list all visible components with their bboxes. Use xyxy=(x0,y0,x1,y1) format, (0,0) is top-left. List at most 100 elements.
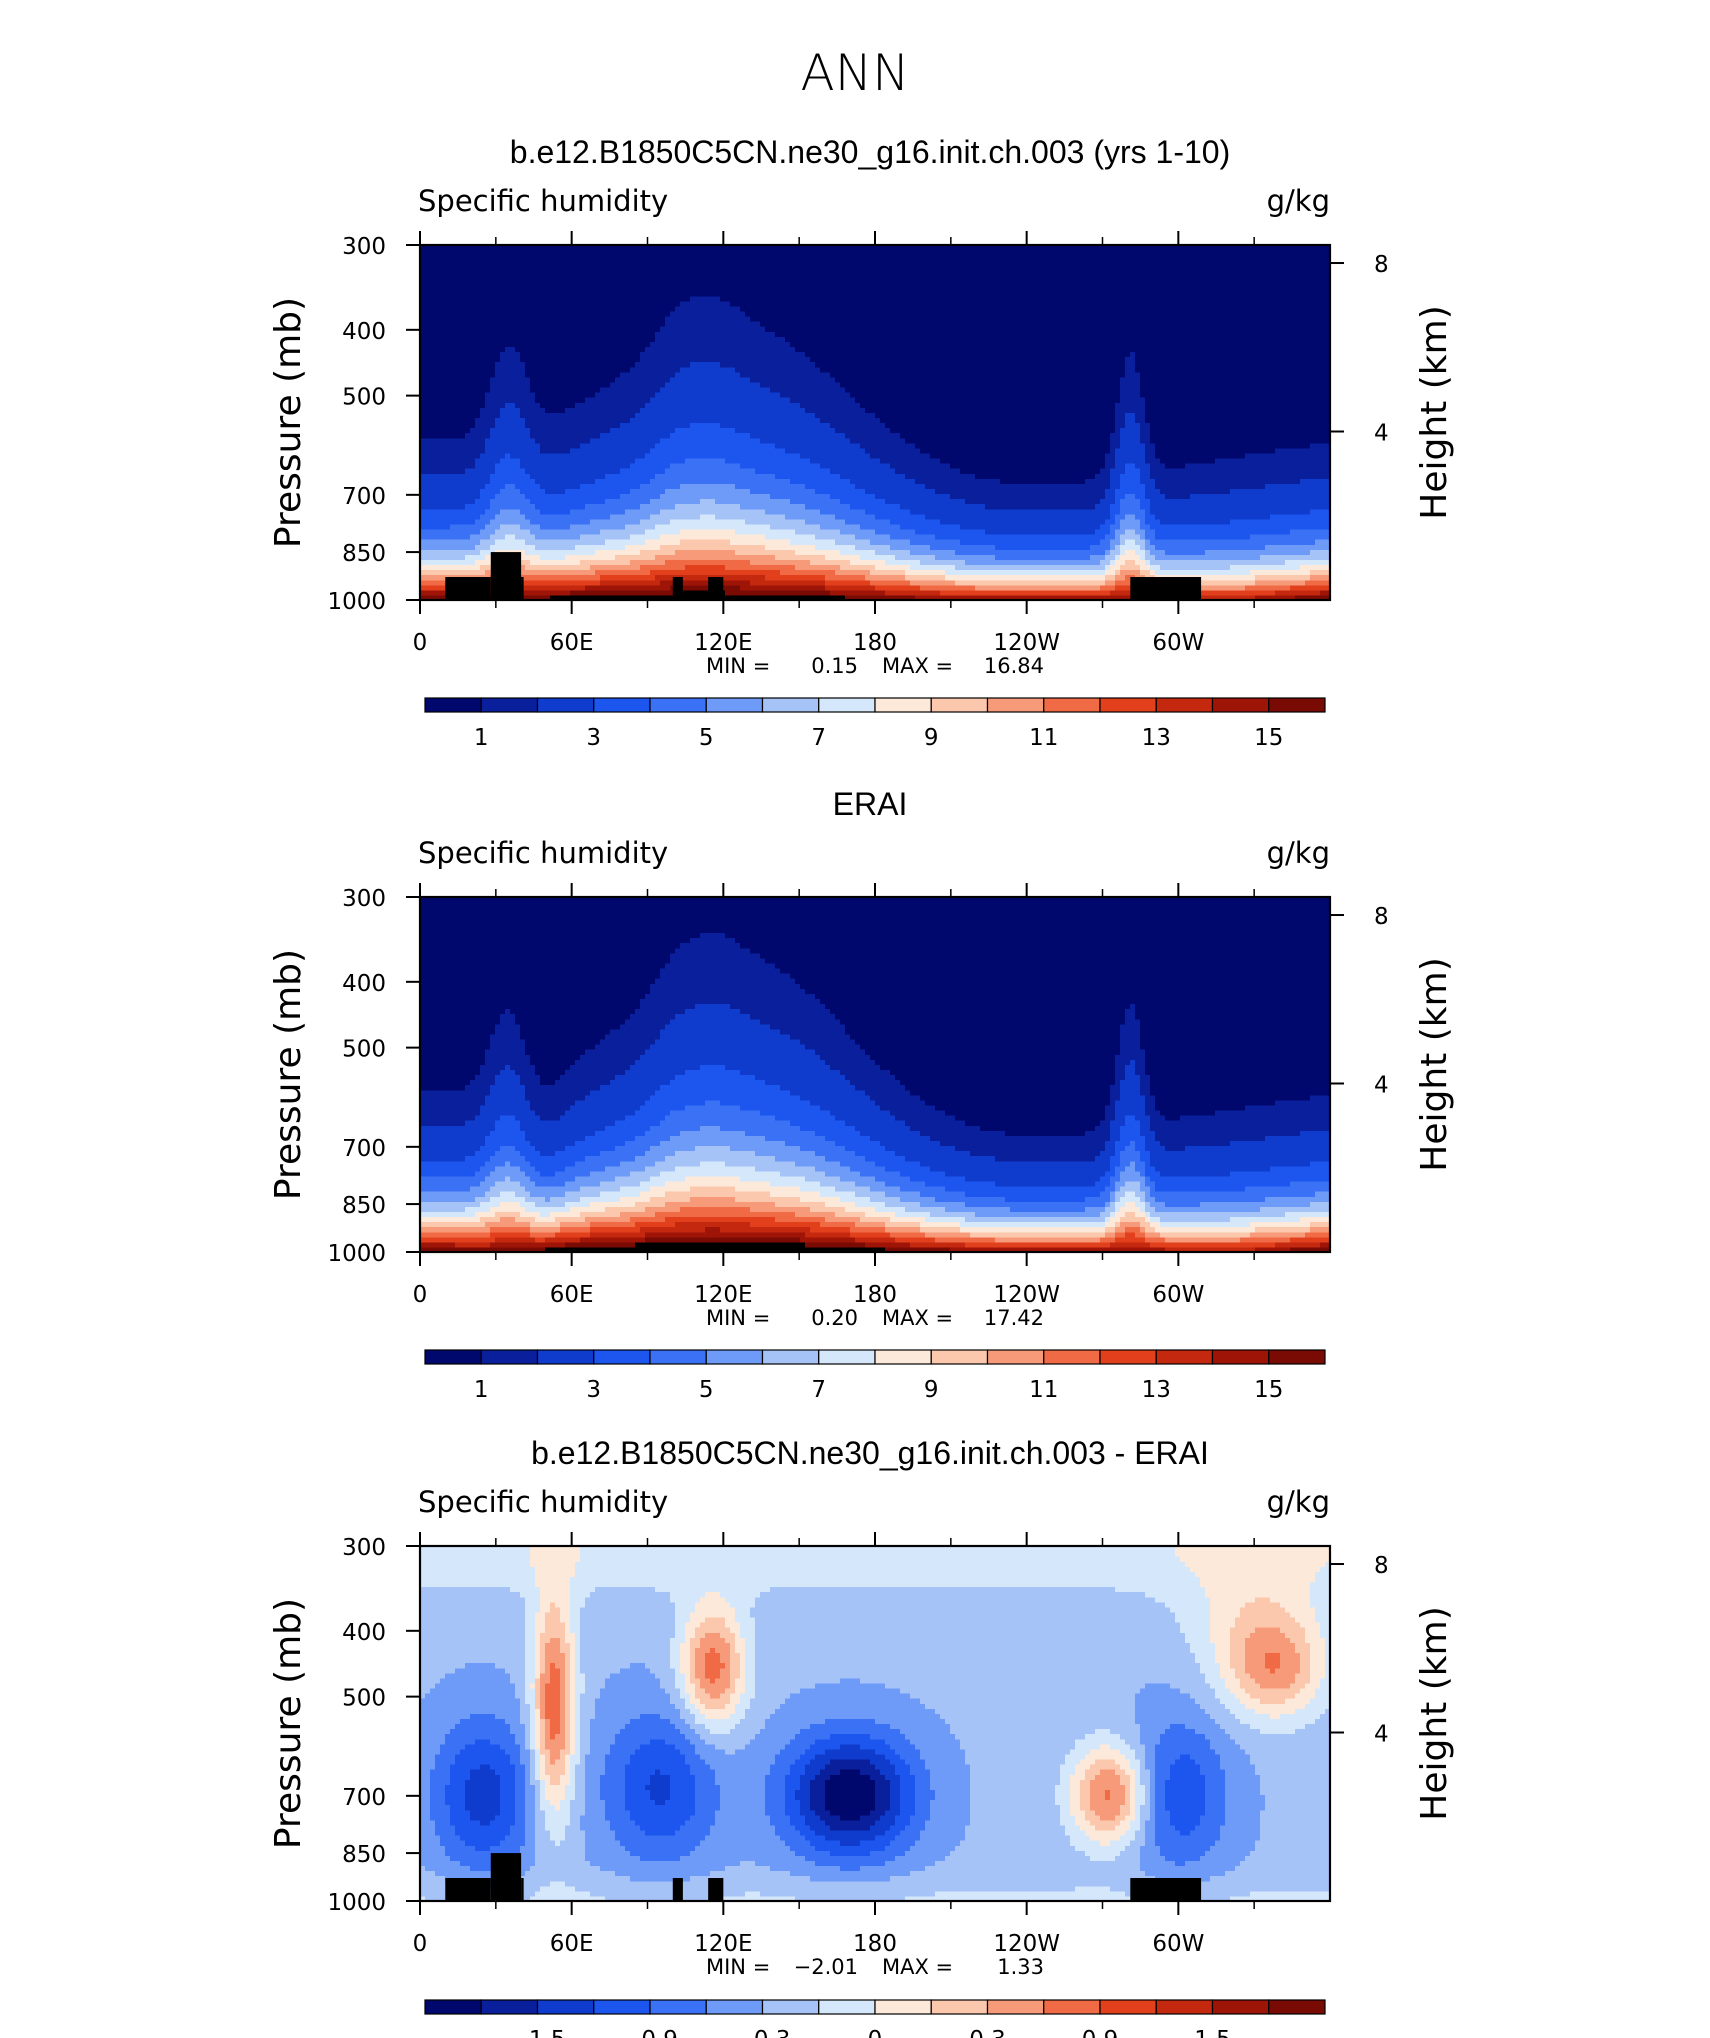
contour-cell xyxy=(550,570,556,576)
contour-cell xyxy=(490,499,496,505)
contour-cell xyxy=(805,488,811,494)
contour-cell xyxy=(1175,519,1181,525)
contour-cell xyxy=(430,559,436,565)
contour-cell xyxy=(1230,499,1236,505)
contour-cell xyxy=(1180,559,1186,565)
contour-cell xyxy=(1005,499,1011,505)
contour-cell xyxy=(865,488,871,494)
contour-cell xyxy=(1285,514,1291,520)
contour-cell xyxy=(710,570,716,576)
contour-cell xyxy=(770,529,776,535)
contour-cell xyxy=(440,580,446,586)
contour-cell xyxy=(735,559,741,565)
contour-cell xyxy=(1150,549,1156,555)
contour-cell xyxy=(915,504,921,510)
contour-cell xyxy=(485,534,491,540)
contour-cell xyxy=(990,494,996,500)
contour-cell xyxy=(460,549,466,555)
contour-cell xyxy=(895,580,901,586)
contour-cell xyxy=(435,565,441,571)
contour-cell xyxy=(855,585,861,591)
contour-cell xyxy=(835,529,841,535)
contour-cell xyxy=(695,590,701,596)
contour-cell xyxy=(1290,534,1296,540)
contour-cell xyxy=(855,494,861,500)
contour-cell xyxy=(1170,559,1176,565)
contour-cell xyxy=(1105,494,1111,500)
contour-cell xyxy=(1240,529,1246,535)
contour-cell xyxy=(1305,504,1311,510)
contour-cell xyxy=(830,539,836,545)
contour-cell xyxy=(1200,539,1206,545)
contour-cell xyxy=(1275,570,1281,576)
contour-cell xyxy=(1075,534,1081,540)
contour-cell xyxy=(975,488,981,494)
contour-cell xyxy=(805,575,811,581)
contour-cell xyxy=(1070,590,1076,596)
contour-cell xyxy=(1115,549,1121,555)
contour-cell xyxy=(930,580,936,586)
contour-cell xyxy=(675,549,681,555)
contour-cell xyxy=(890,504,896,510)
contour-cell xyxy=(890,580,896,586)
contour-cell xyxy=(1275,544,1281,550)
contour-cell xyxy=(1055,519,1061,525)
contour-cell xyxy=(940,524,946,530)
contour-cell xyxy=(895,539,901,545)
contour-cell xyxy=(665,524,671,530)
contour-cell xyxy=(1025,539,1031,545)
contour-cell xyxy=(1055,539,1061,545)
contour-cell xyxy=(820,565,826,571)
contour-cell xyxy=(1260,524,1266,530)
contour-cell xyxy=(915,499,921,505)
contour-cell xyxy=(1265,494,1271,500)
contour-cell xyxy=(695,504,701,510)
contour-cell xyxy=(720,509,726,515)
contour-cell xyxy=(1255,504,1261,510)
contour-cell xyxy=(560,534,566,540)
contour-cell xyxy=(1145,544,1151,550)
contour-cell xyxy=(1275,524,1281,530)
contour-cell xyxy=(830,499,836,505)
contour-cell xyxy=(455,539,461,545)
contour-cell xyxy=(815,529,821,535)
contour-cell xyxy=(965,494,971,500)
contour-cell xyxy=(1260,580,1266,586)
contour-cell xyxy=(1180,554,1186,560)
contour-cell xyxy=(585,570,591,576)
contour-cell xyxy=(925,488,931,494)
contour-cell xyxy=(1115,524,1121,530)
contour-cell xyxy=(775,539,781,545)
contour-cell xyxy=(1185,499,1191,505)
contour-cell xyxy=(695,524,701,530)
contour-cell xyxy=(625,509,631,515)
contour-cell xyxy=(1240,514,1246,520)
contour-cell xyxy=(1205,570,1211,576)
contour-cell xyxy=(860,494,866,500)
contour-cell xyxy=(620,554,626,560)
contour-cell xyxy=(655,529,661,535)
contour-cell xyxy=(490,514,496,520)
contour-cell xyxy=(775,499,781,505)
contour-cell xyxy=(665,534,671,540)
contour-cell xyxy=(935,524,941,530)
contour-cell xyxy=(820,575,826,581)
panel-title: b.e12.B1850C5CN.ne30_g16.init.ch.003 (yr… xyxy=(510,134,1230,170)
contour-cell xyxy=(1070,565,1076,571)
contour-cell xyxy=(910,488,916,494)
contour-cell xyxy=(795,524,801,530)
contour-cell xyxy=(575,575,581,581)
contour-cell xyxy=(1135,529,1141,535)
contour-cell xyxy=(915,559,921,565)
contour-cell xyxy=(915,554,921,560)
contour-cell xyxy=(660,494,666,500)
contour-cell xyxy=(1040,575,1046,581)
contour-cell xyxy=(580,494,586,500)
contour-cell xyxy=(825,488,831,494)
contour-cell xyxy=(765,534,771,540)
contour-cell xyxy=(575,554,581,560)
contour-cell xyxy=(1065,549,1071,555)
contour-cell xyxy=(1305,575,1311,581)
contour-cell xyxy=(465,488,471,494)
contour-cell xyxy=(930,494,936,500)
